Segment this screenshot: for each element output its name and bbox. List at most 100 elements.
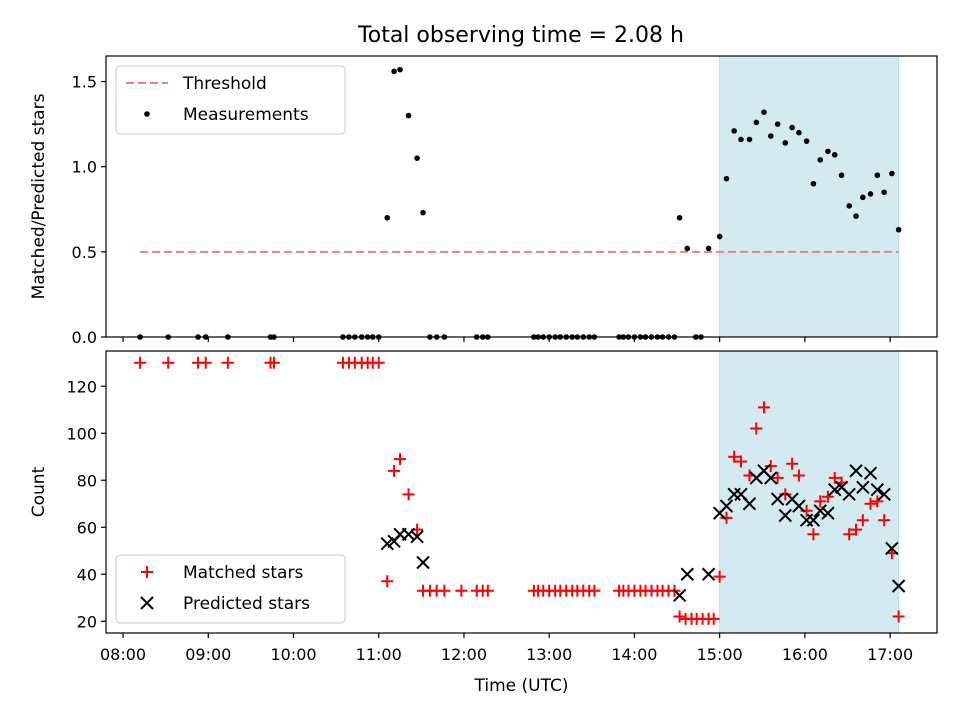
measurement-point [803,138,810,144]
predicted-star-marker [806,513,821,527]
xtick-label: 16:00 [782,645,828,664]
matched-star-marker [221,356,234,369]
measurement-point [782,140,789,146]
predicted-star-marker [856,480,870,495]
predicted-star-marker [770,492,785,506]
measurement-point [768,133,774,139]
matched-star-marker [481,584,494,597]
matched-star-marker [162,356,175,369]
matched-star-marker [871,495,884,508]
bottom-legend-label: Matched stars [183,563,303,583]
predicted-star-marker [742,497,757,511]
predicted-star-marker [701,567,716,581]
xtick-label: 12:00 [441,645,487,664]
matched-star-marker [750,422,763,435]
measurement-point [846,203,853,209]
predicted-star-marker [849,464,863,478]
predicted-star-marker [792,499,806,513]
measurement-point [761,109,767,115]
measurement-point [391,68,397,75]
matched-star-marker [381,575,394,588]
measurement-point [420,209,426,216]
matched-star-marker [786,457,799,470]
measurement-point [796,129,802,136]
xtick-label: 15:00 [697,645,743,664]
top-legend-label: Measurements [183,105,309,125]
predicted-star-marker [891,579,906,593]
measurement-point [881,189,887,196]
predicted-star-marker [401,527,416,542]
matched-star-marker [734,455,747,468]
xtick-label: 14:00 [611,645,657,664]
bottom-panel: 20 40 60 80 100 120 08:00 09:00 10:00 11:00 12:00 1… [29,350,938,696]
measurement-point [753,119,760,126]
bottom-ylabel: Count [29,466,49,517]
matched-star-marker [757,401,770,414]
predicted-star-marker [842,487,856,502]
xtick-label: 13:00 [526,645,572,664]
legend-predicted-swatch [140,596,154,610]
matched-star-marker [821,490,834,503]
top-ytick-label: 0.5 [72,243,97,262]
top-legend-label: Threshold [182,74,267,94]
figure-title: Total observing time = 2.08 h [357,23,684,48]
top-panel: 0.0 0.5 1.0 1.5 Matched/Predicted stars Thres… [29,55,938,347]
predicted-star-marker [821,506,835,520]
measurement-point [860,194,866,201]
measurement-point [716,233,723,240]
measurement-point [746,136,753,143]
measurement-point [867,191,874,197]
measurement-point [384,214,391,221]
matched-star-marker [771,471,784,484]
matched-star-marker [394,453,407,466]
matched-star-marker [892,610,905,623]
matched-star-marker [438,584,451,597]
top-ytick-label: 1.5 [72,73,97,92]
measurement-point [676,214,683,221]
matched-star-marker [828,471,841,484]
measurement-point [810,180,817,187]
predicted-star-marker [410,529,424,544]
measurement-point [817,157,824,163]
measurement-point [895,226,902,233]
measurement-point [831,151,838,158]
top-shaded-region [719,55,900,338]
matched-star-marker [707,612,720,625]
matched-star-marker [588,584,601,597]
matched-star-marker [134,356,147,369]
matched-star-marker [728,450,741,463]
measurement-point [414,155,420,161]
bottom-ytick-label: 80 [77,471,97,490]
measurement-point [838,172,845,179]
predicted-star-marker [672,588,687,603]
predicted-star-marker [778,508,792,523]
predicted-star-marker [416,555,430,570]
predicted-star-marker [680,567,694,581]
matched-star-marker [388,464,401,477]
predicted-star-marker [877,487,891,502]
bottom-ytick-label: 60 [77,518,97,537]
bottom-ytick-label: 20 [77,612,97,631]
matched-star-marker [713,570,726,583]
xtick-label: 09:00 [185,645,231,664]
top-ytick-label: 0.0 [72,328,97,347]
predicted-star-marker [870,482,885,497]
matched-star-marker [267,356,280,369]
measurement-point [738,136,744,143]
legend-matched-swatch [141,566,153,578]
matched-star-marker [864,497,877,510]
matched-star-marker [199,356,212,369]
predicted-star-marker [863,466,878,480]
predicted-star-marker [813,504,827,518]
measurement-point [774,121,781,127]
bottom-ytick-label: 100 [66,424,97,443]
matched-star-marker [673,610,686,623]
matched-star-marker [856,514,869,527]
top-axes-frame [105,55,938,338]
top-ylabel: Matched/Predicted stars [29,93,49,299]
xlabel: Time (UTC) [474,676,569,696]
bottom-legend-label: Predicted stars [183,594,310,614]
measurement-point [397,66,403,73]
